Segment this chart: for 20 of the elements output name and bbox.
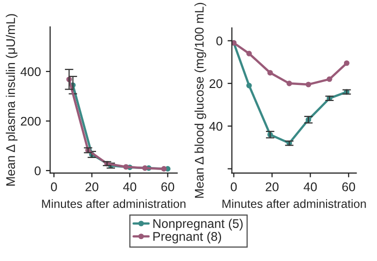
x-axis-title: Minutes after administration [222,199,366,208]
y-tick-label: 40 [209,122,222,131]
x-tick-label: 40 [123,182,136,192]
x-tick-label: 20 [86,182,98,192]
x-tick-label: 0 [230,182,237,192]
y-tick-label: 0 [34,166,41,176]
x-tick-label: 20 [266,182,279,192]
x-axis-title: Minutes after administration [42,199,186,208]
y-tick-label: 20 [210,79,222,88]
x-tick-label: 0 [50,182,57,192]
legend-label: Nonpregnant (5) [153,218,243,230]
x-tick-label: 40 [304,182,317,192]
legend-label: Pregnant (8) [153,232,222,244]
y-tick-label: 400 [20,67,41,76]
y-axis-title: Mean Δ blood glucose (mg/100 mL) [194,2,206,198]
y-tick-label: 0 [216,36,222,46]
x-tick-label: 60 [161,182,174,192]
y-tick-label: 200 [20,116,41,126]
y-axis-title: Mean Δ plasma insulin (μU/mL) [6,14,18,186]
x-tick-label: 60 [342,182,356,192]
